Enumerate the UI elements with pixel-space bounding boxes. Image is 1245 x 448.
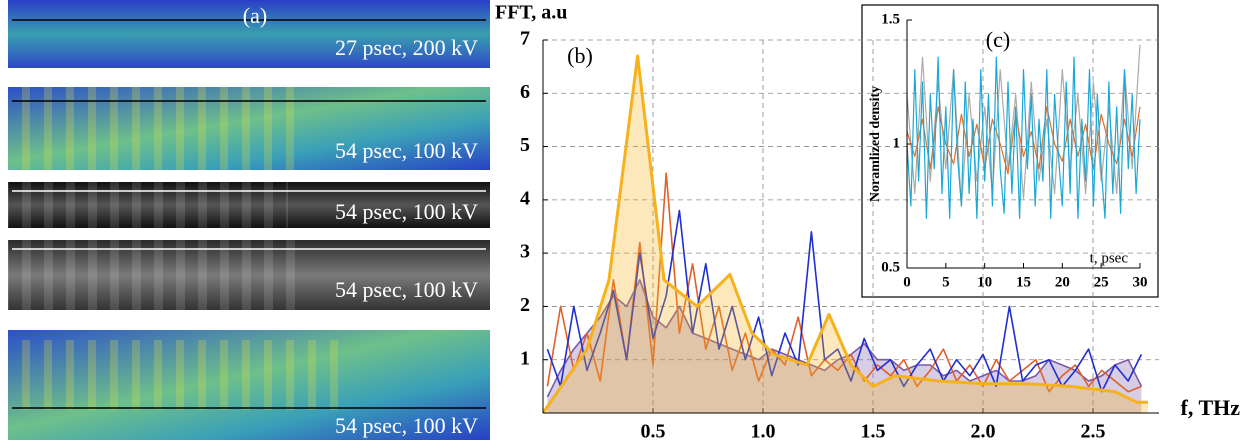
caption: 54 psec, 100 kV [335, 199, 478, 224]
x-tick-label: 0.5 [641, 421, 666, 443]
y-axis-label: Noramlized density [868, 86, 883, 202]
x-tick-label: 2.5 [1081, 421, 1106, 443]
series-line [541, 54, 1148, 414]
caption: 54 psec, 100 kV [335, 277, 478, 302]
image-texture [8, 240, 308, 310]
y-tick-label: 3 [520, 241, 530, 263]
y-tick-label: 2 [520, 294, 530, 316]
panel-label: (a) [243, 3, 267, 28]
y-tick-label: 0.5 [881, 259, 900, 275]
arrows [12, 19, 486, 409]
chart: 0 5 10 15 20 25 30 0.5 1 1.5 (c) Noramlized density… [868, 11, 1147, 290]
x-tick-label: 5 [942, 274, 950, 290]
panel-label: (b) [567, 43, 593, 68]
x-tick-label: 30 [1133, 274, 1148, 290]
x-axis-label: t, psec [1090, 250, 1129, 266]
x-tick-label: 20 [1055, 274, 1070, 290]
panel-label: (c) [986, 27, 1010, 52]
y-tick-label: 5 [520, 134, 530, 156]
arrows [12, 190, 486, 250]
x-tick-label: 0 [903, 274, 911, 290]
series-line [906, 44, 1141, 207]
series-line [546, 209, 1143, 393]
chart: 0.5 1.0 1.5 2.0 2.5 1 2 3 4 5 6 7 (b)FFT, a.u f, THz [495, 2, 1240, 443]
y-tick-label: 7 [520, 28, 530, 50]
image-texture [8, 182, 288, 228]
x-tick-label: 15 [1016, 274, 1031, 290]
y-tick-label: 1 [520, 347, 530, 369]
x-axis-label: f, THz [1181, 395, 1241, 420]
image-texture [8, 87, 308, 170]
x-tick-label: 10 [977, 274, 992, 290]
x-tick-label: 1.5 [861, 421, 886, 443]
series-line [906, 56, 1141, 219]
caption: 54 psec, 100 kV [335, 138, 478, 163]
image [8, 0, 490, 68]
y-tick-label: 4 [520, 187, 530, 209]
x-tick-label: 2.0 [971, 421, 996, 443]
caption: 54 psec, 100 kV [335, 413, 478, 438]
y-tick-label: 6 [520, 81, 530, 103]
x-tick-label: 1.0 [751, 421, 776, 443]
y-tick-label: 1 [893, 135, 901, 151]
panel-a: (a) 27 psec, 200 kV 54 psec, 100 kV 54 p… [8, 0, 490, 440]
image-texture [8, 340, 338, 410]
caption: 27 psec, 200 kV [335, 35, 478, 60]
series-line [906, 106, 1141, 175]
y-axis-label: FFT, a.u [495, 2, 567, 24]
y-tick-label: 1.5 [881, 11, 900, 27]
x-tick-label: 25 [1094, 274, 1109, 290]
area [543, 56, 1148, 413]
series-line [546, 172, 1142, 393]
